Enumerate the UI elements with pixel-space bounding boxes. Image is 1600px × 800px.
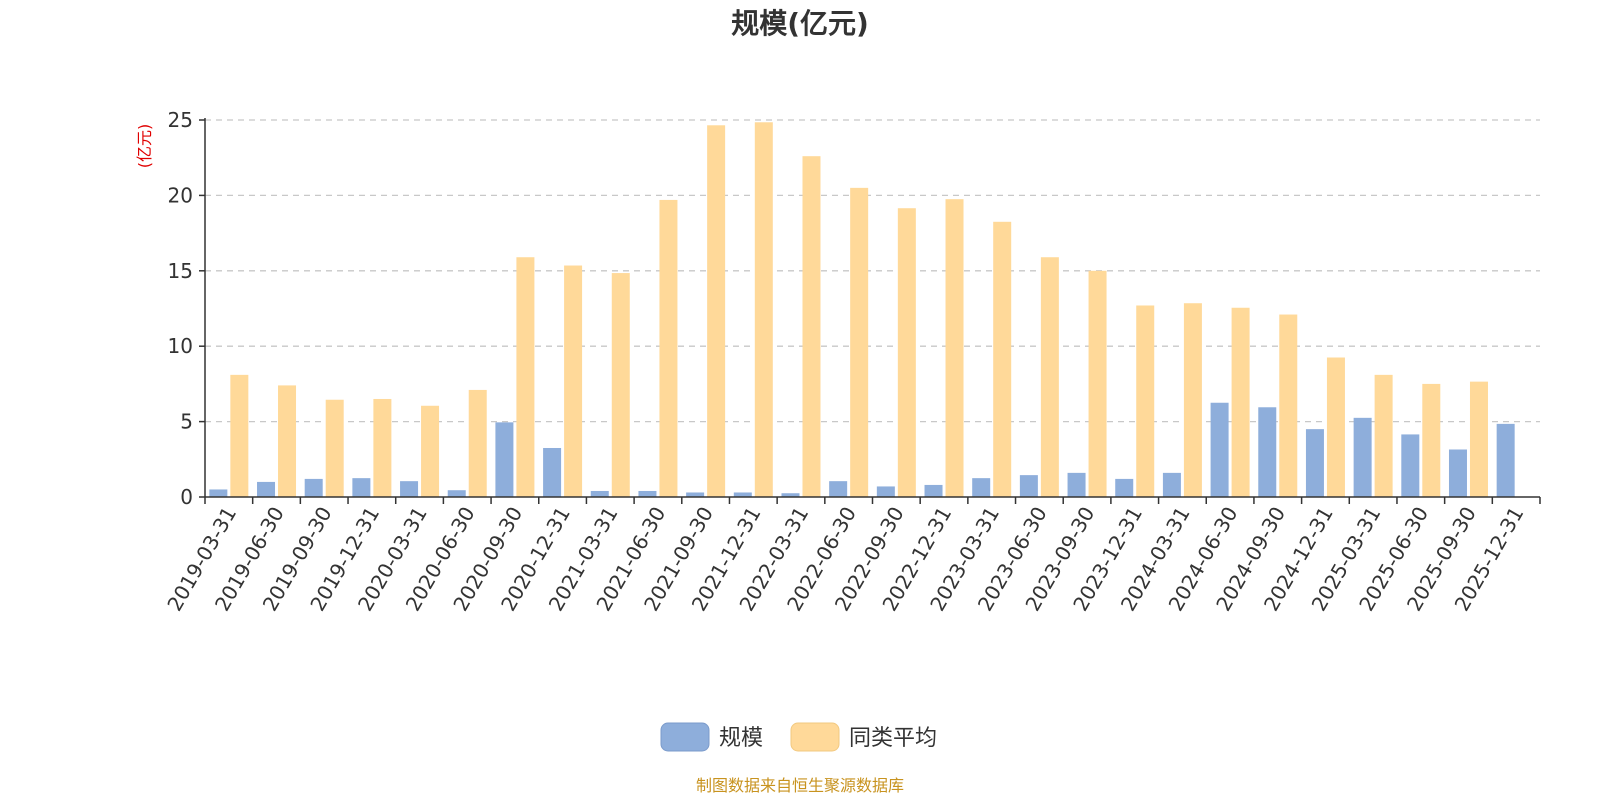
bar-scale xyxy=(876,486,895,497)
bar-peer-average xyxy=(897,208,916,497)
bar-peer-average xyxy=(850,187,869,498)
bar-scale xyxy=(590,490,609,497)
legend-item-scale[interactable]: 规模 xyxy=(660,722,763,752)
legend: 规模 同类平均 xyxy=(660,722,937,752)
bar-scale xyxy=(1162,472,1181,497)
bar-scale xyxy=(257,481,276,497)
bar-peer-average xyxy=(1040,257,1059,497)
legend-swatch xyxy=(660,722,710,752)
y-tick-label: 5 xyxy=(180,410,193,434)
legend-swatch xyxy=(790,722,840,752)
bar-peer-average xyxy=(421,405,440,497)
bar-peer-average xyxy=(516,257,535,497)
bar-peer-average xyxy=(993,221,1012,498)
bar-peer-average xyxy=(468,389,487,497)
bar-scale xyxy=(1401,434,1420,497)
chart-title: 规模(亿元) xyxy=(731,7,869,40)
bar-peer-average xyxy=(325,399,344,497)
bar-peer-average xyxy=(1469,381,1488,497)
bar-peer-average xyxy=(611,273,630,497)
bar-scale xyxy=(1305,429,1324,497)
bar-peer-average xyxy=(1326,357,1345,497)
bar-peer-average xyxy=(278,385,297,497)
x-axis-ticks: 2019-03-312019-06-302019-09-302019-12-31… xyxy=(162,497,1541,615)
bar-scale xyxy=(400,481,419,497)
y-tick-label: 10 xyxy=(168,334,193,358)
bar-peer-average xyxy=(659,199,678,497)
bar-scale xyxy=(1496,423,1515,497)
bar-peer-average xyxy=(945,199,964,498)
bar-scale xyxy=(1353,417,1372,497)
bar-scale xyxy=(1258,407,1277,497)
bar-scale xyxy=(829,481,848,497)
bars xyxy=(209,122,1515,498)
bar-scale xyxy=(1067,472,1086,497)
bar-scale xyxy=(447,490,466,497)
bar-peer-average xyxy=(707,125,726,497)
bar-peer-average xyxy=(1279,314,1298,497)
bar-peer-average xyxy=(373,398,392,497)
bar-peer-average xyxy=(564,265,583,497)
bar-scale xyxy=(972,478,991,497)
y-tick-label: 15 xyxy=(168,259,193,283)
bar-scale xyxy=(733,492,752,497)
bar-scale xyxy=(495,422,514,497)
bar-scale xyxy=(1210,402,1229,497)
bar-peer-average xyxy=(1088,270,1107,497)
legend-label: 规模 xyxy=(719,726,763,751)
bar-peer-average xyxy=(1374,374,1393,497)
y-axis-ticks: 0 5 10 15 20 25 xyxy=(168,108,205,509)
bar-peer-average xyxy=(1422,383,1441,497)
y-tick-label: 20 xyxy=(168,183,193,207)
legend-item-peer-average[interactable]: 同类平均 xyxy=(790,722,937,752)
bar-scale xyxy=(352,478,371,497)
bar-peer-average xyxy=(230,374,249,497)
bar-peer-average xyxy=(1183,303,1202,497)
bar-scale xyxy=(543,447,562,497)
bar-scale xyxy=(781,493,800,497)
bar-peer-average xyxy=(1231,307,1250,497)
bar-scale xyxy=(304,478,323,497)
bar-scale xyxy=(1115,478,1134,497)
y-tick-label: 25 xyxy=(168,108,193,132)
bar-scale xyxy=(1019,475,1038,497)
bar-peer-average xyxy=(754,122,773,498)
bar-scale xyxy=(686,492,705,497)
y-axis-unit-label: (亿元) xyxy=(135,124,154,169)
bar-scale xyxy=(638,490,657,497)
y-tick-label: 0 xyxy=(180,485,193,509)
bar-scale xyxy=(1448,449,1467,497)
bar-peer-average xyxy=(1136,305,1155,497)
data-source-note: 制图数据来自恒生聚源数据库 xyxy=(696,776,904,795)
legend-label: 同类平均 xyxy=(849,726,937,751)
bar-scale xyxy=(924,484,943,497)
bar-scale xyxy=(209,489,228,497)
bar-peer-average xyxy=(802,156,821,497)
